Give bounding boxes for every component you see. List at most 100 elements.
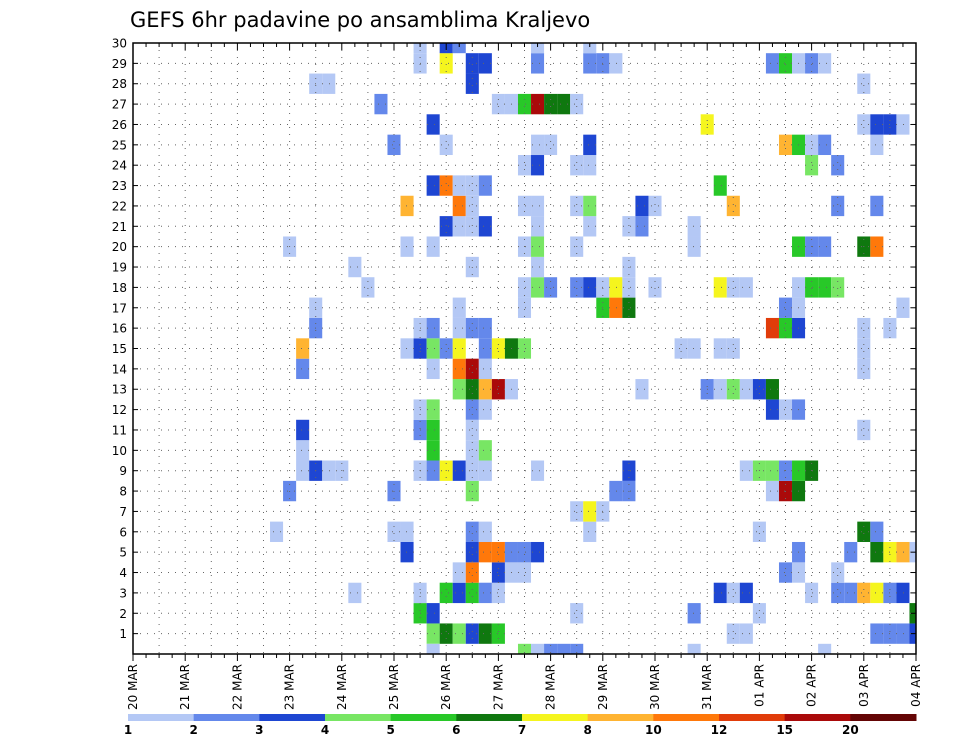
heatmap-cell [531, 277, 545, 298]
heatmap-cell [583, 43, 597, 54]
heatmap-cell [805, 277, 819, 298]
heatmap-cell [517, 93, 532, 115]
heatmap-cell [465, 623, 479, 644]
heatmap-cell [831, 195, 845, 217]
heatmap-cell [752, 603, 766, 624]
heatmap-cell [517, 277, 532, 298]
heatmap-cell [739, 379, 753, 400]
heatmap-cell [465, 562, 479, 583]
heatmap-cell [452, 460, 466, 481]
heatmap-cell [296, 460, 310, 481]
y-tick-label: 22 [112, 199, 127, 213]
x-tick-label: 28 MAR [544, 664, 558, 710]
heatmap-cell [531, 643, 545, 654]
heatmap-cell [517, 541, 532, 563]
heatmap-cell [583, 501, 597, 522]
heatmap-cell [296, 419, 310, 441]
heatmap-cell [426, 440, 440, 461]
heatmap-cell [491, 379, 505, 400]
heatmap-cell [857, 73, 871, 94]
heatmap-cell [478, 338, 492, 359]
heatmap-cell [452, 379, 466, 400]
heatmap-cell [765, 53, 779, 74]
heatmap-cell [439, 338, 453, 359]
heatmap-cell [570, 603, 584, 624]
y-tick-label: 30 [112, 37, 127, 51]
colorbar-label: 3 [255, 723, 263, 737]
heatmap-cell [544, 134, 558, 156]
x-tick-label: 01 APR [752, 664, 766, 707]
x-tick-label: 25 MAR [387, 664, 401, 710]
heatmap-cell [609, 297, 623, 318]
colorbar-label: 12 [711, 723, 728, 737]
heatmap-cell [531, 460, 545, 481]
colorbar-swatch [128, 714, 195, 721]
heatmap-cell [713, 379, 727, 400]
heatmap-cell [465, 317, 479, 339]
heatmap-cell [870, 134, 884, 156]
heatmap-cell [439, 582, 453, 604]
heatmap-cell [491, 562, 505, 583]
heatmap-cell [400, 236, 414, 257]
colorbar-label: 10 [645, 723, 662, 737]
heatmap-cell [296, 338, 310, 359]
heatmap-cell [805, 582, 819, 604]
heatmap-cell [739, 277, 753, 298]
heatmap-cell [491, 338, 505, 359]
heatmap-cell [400, 338, 414, 359]
heatmap-cell [648, 277, 662, 298]
heatmap-cell [387, 134, 401, 156]
colorbar-swatch [587, 714, 654, 721]
heatmap-cell [426, 317, 440, 339]
heatmap-cell [622, 277, 636, 298]
y-tick-label: 4 [119, 566, 127, 580]
heatmap-cell [896, 114, 910, 135]
colorbar-label: 6 [452, 723, 460, 737]
heatmap-cell [478, 440, 492, 461]
heatmap-cell [870, 521, 884, 542]
y-tick-label: 23 [112, 179, 127, 193]
heatmap-cell [452, 43, 466, 54]
heatmap-cell [674, 338, 688, 359]
heatmap-cell [465, 379, 479, 400]
colorbar-label: 1 [124, 723, 132, 737]
heatmap-cell [465, 175, 479, 196]
heatmap-cell [583, 53, 597, 74]
heatmap-cell [687, 603, 701, 624]
heatmap-cell [805, 53, 819, 74]
heatmap-cell [622, 297, 636, 318]
y-tick-label: 11 [112, 423, 127, 437]
heatmap-cell [765, 480, 779, 502]
colorbar-swatch [850, 714, 917, 721]
heatmap-cell [478, 521, 492, 542]
heatmap-cell [452, 623, 466, 644]
y-tick-label: 20 [112, 240, 127, 254]
y-tick-label: 9 [119, 464, 127, 478]
y-tick-label: 6 [119, 525, 127, 539]
heatmap-cell [857, 419, 871, 441]
heatmap-cell [517, 338, 532, 359]
colorbar-swatch [784, 714, 851, 721]
y-tick-label: 21 [112, 220, 127, 234]
heatmap-cell [635, 216, 649, 237]
heatmap-cell [426, 175, 440, 196]
heatmap-cell [570, 195, 584, 217]
heatmap-cell [778, 562, 793, 583]
heatmap-cell [400, 541, 414, 563]
heatmap-cell [531, 43, 545, 54]
heatmap-cell [857, 338, 871, 359]
heatmap-cell [609, 480, 623, 502]
heatmap-cell [765, 399, 779, 420]
heatmap-cell [531, 155, 545, 176]
heatmap-cell [465, 73, 479, 94]
heatmap-cell [778, 297, 793, 318]
heatmap-cell [478, 317, 492, 339]
heatmap-cell [452, 216, 466, 237]
heatmap-cell [491, 93, 505, 115]
heatmap-cell [870, 541, 884, 563]
heatmap-cell [687, 216, 701, 237]
heatmap-cell [531, 216, 545, 237]
heatmap-cell [713, 338, 727, 359]
x-axis-tick-labels: 20 MAR 21 MAR 22 MAR 23 MAR 24 MAR 25 MAR 26 M… [126, 664, 923, 710]
